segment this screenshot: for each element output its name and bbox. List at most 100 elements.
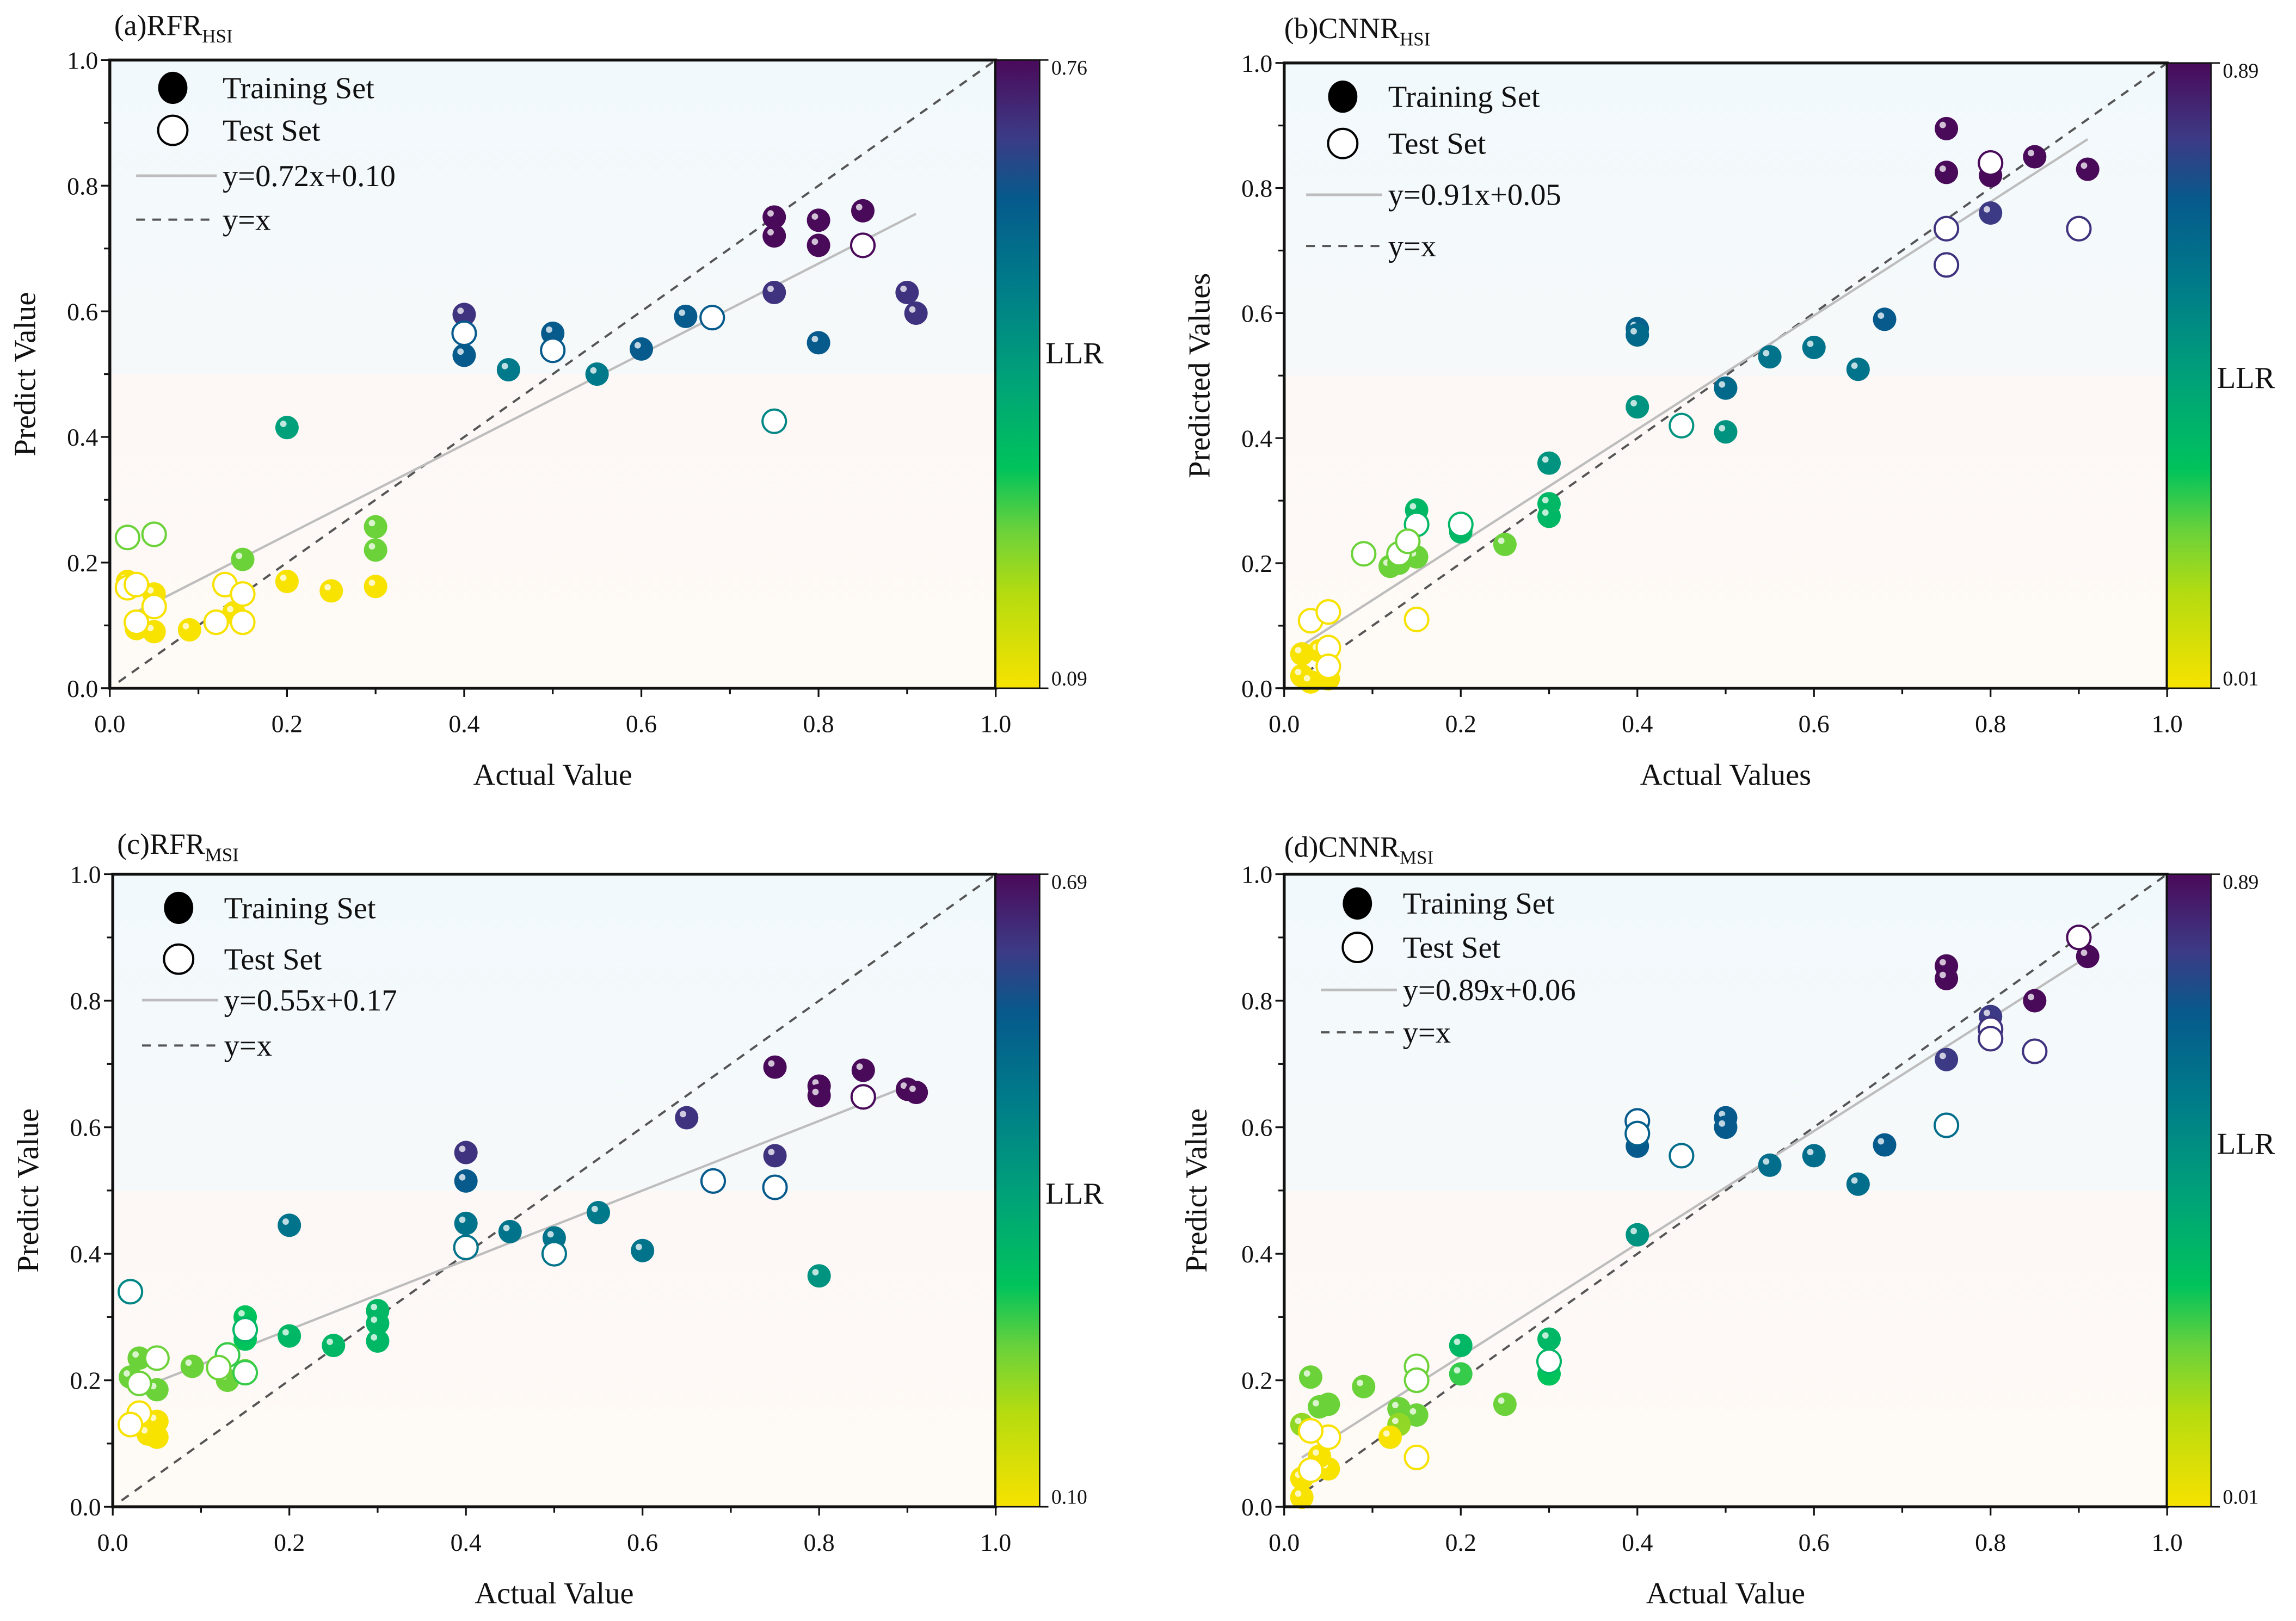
test-point xyxy=(1404,606,1430,632)
y-tick-label: 0.4 xyxy=(70,1240,101,1268)
legend-test-label: Test Set xyxy=(1403,931,1501,965)
legend-training-marker xyxy=(164,891,194,924)
y-axis-label: Predict Value xyxy=(1180,1108,1214,1273)
test-point xyxy=(118,1279,144,1305)
y-axis-label: Predicted Values xyxy=(1183,273,1217,478)
test-point xyxy=(540,337,566,363)
colorbar-title: LLR xyxy=(2217,1127,2275,1161)
training-point xyxy=(807,208,830,232)
training-point xyxy=(2023,989,2047,1013)
panel-title-main: (b)CNNR xyxy=(1284,12,1400,45)
training-point xyxy=(674,304,698,328)
fit-line xyxy=(1301,955,2089,1459)
x-tick-label: 0.6 xyxy=(1799,1528,1830,1556)
fit-line xyxy=(127,213,917,618)
axes-ticks: 0.0 0.0 0.2 0.2 0.4 0.4 0.6 0.6 0.8 0.8 1.0 1.0 xyxy=(67,46,1011,737)
training-point xyxy=(1352,1375,1376,1398)
panel-d: (d)CNNRMSI 0.0 0.0 0.2 0.2 0.4 0.4 0.6 0.6 0.8 0.8… xyxy=(1180,830,2275,1610)
y-axis-label: Predict Value xyxy=(9,292,42,457)
test-point xyxy=(232,1360,258,1386)
axes-ticks: 0.0 0.0 0.2 0.2 0.4 0.4 0.6 0.6 0.8 0.8 1.0 1.0 xyxy=(1241,50,2183,738)
training-point xyxy=(1935,161,1959,184)
training-point xyxy=(452,303,476,326)
x-tick-label: 0.0 xyxy=(97,1528,128,1556)
test-point xyxy=(1297,1418,1324,1444)
legend-fit-label: y=0.55x+0.17 xyxy=(224,984,397,1018)
training-point xyxy=(278,1324,301,1348)
identity-line xyxy=(118,59,996,683)
training-point xyxy=(498,1219,522,1243)
colorbar-min-label: 0.09 xyxy=(1051,667,1087,690)
test-point xyxy=(1315,599,1341,625)
panel-title-subscript: HSI xyxy=(1400,28,1430,50)
training-point xyxy=(807,1083,831,1107)
test-point xyxy=(761,408,787,434)
training-point xyxy=(1935,116,1959,140)
training-point xyxy=(1758,1153,1782,1177)
panel-title-subscript: MSI xyxy=(1400,847,1433,868)
test-point xyxy=(1669,1143,1695,1169)
test-point xyxy=(114,525,140,551)
x-tick-label: 0.8 xyxy=(803,710,834,738)
panel-title: (d)CNNRMSI xyxy=(1284,830,1433,868)
panel-title-main: (d)CNNR xyxy=(1284,830,1400,863)
panel-title: (b)CNNRHSI xyxy=(1284,12,1431,50)
test-point xyxy=(124,571,150,597)
training-point xyxy=(895,280,919,305)
training-point xyxy=(851,1058,875,1082)
test-point xyxy=(141,521,167,547)
colorbar-max-label: 0.69 xyxy=(1051,871,1087,893)
legend-training-marker xyxy=(158,71,188,104)
test-point xyxy=(1448,511,1474,538)
legend: Training Set Test Set y=0.91x+0.05 y=x xyxy=(1306,80,1561,263)
test-point xyxy=(232,1317,258,1343)
training-point xyxy=(275,570,299,594)
training-point xyxy=(1873,307,1897,331)
test-point xyxy=(1395,528,1421,554)
training-point xyxy=(1537,451,1561,475)
x-tick-label: 0.6 xyxy=(626,710,657,738)
panel-b: (b)CNNRHSI 0.0 0.0 0.2 0.2 0.4 0.4 0.6 0.6 0.8 0.8… xyxy=(1183,12,2275,792)
x-axis-label: Actual Value xyxy=(473,758,632,792)
training-point xyxy=(1714,420,1738,444)
y-tick-label: 0.8 xyxy=(70,987,101,1015)
x-axis-label: Actual Value xyxy=(475,1577,633,1611)
x-tick-label: 0.4 xyxy=(451,1528,482,1556)
test-point xyxy=(1404,1444,1430,1470)
test-point xyxy=(699,305,725,331)
y-tick-label: 0.0 xyxy=(1241,1493,1272,1521)
training-point xyxy=(2076,945,2100,969)
training-point xyxy=(1846,1172,1870,1196)
test-point xyxy=(1624,1120,1651,1147)
x-tick-label: 0.2 xyxy=(1445,1528,1476,1556)
legend: Training Set Test Set y=0.55x+0.17 y=x xyxy=(141,891,397,1063)
colorbar-title: LLR xyxy=(1045,336,1104,370)
test-point xyxy=(1297,1457,1324,1483)
colorbar-gradient xyxy=(2166,873,2212,1508)
training-point xyxy=(1935,1047,1959,1071)
training-point xyxy=(1873,1133,1897,1157)
training-point xyxy=(1493,1392,1517,1416)
colorbar-min-label: 0.01 xyxy=(2223,1486,2258,1509)
panel-c: (c)RFRMSI 0.0 0.0 0.2 0.2 0.4 0.4 0.6 0.6 0.8 0.8 1… xyxy=(11,828,1104,1611)
y-tick-label: 0.0 xyxy=(1241,675,1272,702)
legend-test-label: Test Set xyxy=(224,942,322,976)
x-tick-label: 0.2 xyxy=(274,1528,305,1556)
y-tick-label: 1.0 xyxy=(70,861,101,889)
training-point xyxy=(454,1141,478,1164)
training-point xyxy=(807,331,830,355)
test-point xyxy=(762,1174,788,1200)
training-point xyxy=(364,515,387,539)
x-tick-label: 0.4 xyxy=(1622,1528,1653,1556)
training-point xyxy=(180,1354,204,1378)
test-point xyxy=(1934,252,1960,278)
training-point xyxy=(127,1346,151,1370)
colorbar: 0.69 0.10 LLR xyxy=(995,871,1104,1509)
colorbar-min-label: 0.01 xyxy=(2223,667,2258,690)
training-point xyxy=(231,547,255,571)
fit-line xyxy=(130,1081,917,1394)
test-points xyxy=(114,232,876,636)
training-point xyxy=(675,1106,699,1130)
legend-test-marker xyxy=(157,114,189,146)
